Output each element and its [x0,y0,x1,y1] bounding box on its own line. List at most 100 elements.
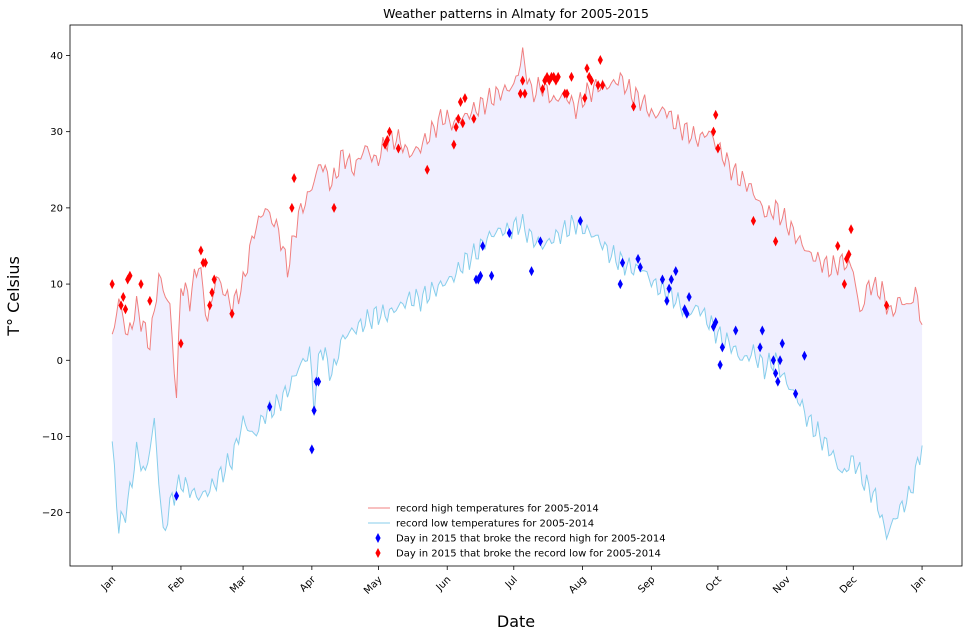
point-broke-record-low [147,295,153,306]
point-broke-record-low [211,274,217,285]
point-broke-record-low [715,143,721,154]
legend-label-low-break: Day in 2015 that broke the record low fo… [396,549,661,560]
point-broke-record-low [198,245,204,256]
point-broke-record-high [686,292,692,303]
point-broke-record-low [542,75,548,86]
point-broke-record-high [777,355,783,366]
legend-label-low-line: record low temperatures for 2005-2014 [396,519,594,530]
series-line-record-high [111,47,923,399]
point-broke-record-low [750,215,757,226]
legend-label-high-line: record high temperatures for 2005-2014 [396,504,599,515]
x-axis-title: Date [497,612,535,631]
point-broke-record-high [666,283,672,294]
point-broke-record-high [537,236,544,247]
plot-frame [69,24,963,567]
point-broke-record-low [471,113,477,124]
point-broke-record-low [289,202,295,213]
point-broke-record-low [453,122,459,133]
point-broke-record-low [710,126,717,137]
point-broke-record-low [120,292,126,303]
point-broke-record-low [835,240,841,251]
point-broke-record-low [127,270,133,281]
point-broke-record-high [673,266,679,277]
series-line-record-low [111,214,923,541]
point-broke-record-low [582,93,588,104]
point-broke-record-low [841,279,847,290]
legend-label-high-break: Day in 2015 that broke the record high f… [396,534,666,545]
point-broke-record-low [331,202,337,213]
point-broke-record-low [846,249,852,260]
point-broke-record-low [631,101,637,112]
point-broke-record-low [109,279,115,290]
point-broke-record-low [460,118,466,129]
plot-area [109,47,923,541]
point-broke-record-high [477,270,484,281]
point-broke-record-high [488,270,495,281]
point-broke-record-high [528,266,535,277]
point-broke-record-high [480,240,486,251]
point-broke-record-high [267,401,273,412]
point-broke-record-low [395,143,401,154]
point-broke-record-low [451,139,457,150]
point-broke-record-high [659,274,666,285]
point-broke-record-low [178,338,184,349]
point-broke-record-high [173,490,180,501]
point-broke-record-high [619,257,626,268]
point-broke-record-low [457,96,464,107]
point-broke-record-high [635,253,641,264]
point-broke-record-low [229,308,235,319]
point-broke-record-low [551,71,557,82]
point-broke-record-high [713,317,719,328]
point-broke-record-low [588,75,595,86]
point-broke-record-low [522,88,528,99]
point-broke-record-high [664,295,670,306]
point-broke-record-low [202,257,208,268]
point-broke-record-high [668,274,674,285]
point-broke-record-low [384,135,390,146]
band-fill [112,47,923,539]
point-broke-record-low [713,109,719,120]
point-broke-record-low [424,164,430,175]
point-broke-record-low [773,236,779,247]
point-broke-record-low [138,279,144,290]
point-broke-record-high [757,342,763,353]
point-broke-record-high [617,279,623,290]
point-broke-record-low [291,173,297,184]
point-broke-record-high [801,350,808,361]
point-broke-record-high [315,376,322,387]
point-broke-record-low [382,139,388,150]
point-broke-record-high [637,262,643,273]
point-broke-record-high [309,444,315,455]
point-broke-record-low [597,55,603,66]
y-tick-label: 0 [57,356,63,367]
point-broke-record-high [506,228,512,239]
y-axis-title: T° Celsius [4,256,23,337]
y-tick-label: −10 [42,432,63,443]
point-broke-record-low [462,93,468,104]
point-broke-record-low [564,88,570,99]
point-broke-record-low [883,300,890,311]
point-broke-record-low [517,88,524,99]
point-broke-record-high [773,368,779,379]
point-broke-record-low [848,224,854,235]
y-tick-label: 40 [50,51,63,62]
point-broke-record-low [209,287,215,298]
point-broke-record-high [770,355,776,366]
point-broke-record-high [759,325,765,336]
point-broke-record-high [792,388,799,399]
point-broke-record-high [719,342,725,353]
point-broke-record-low [595,80,601,91]
point-broke-record-low [455,113,461,124]
point-broke-record-low [118,300,124,311]
y-tick-label: 10 [50,280,63,291]
legend-swatch-low-break [375,548,381,558]
point-broke-record-low [555,71,561,82]
point-broke-record-high [717,359,723,370]
chart-title: Weather patterns in Almaty for 2005-2015 [383,6,649,21]
point-broke-record-low [584,63,590,74]
point-broke-record-high [475,274,481,285]
point-broke-record-low [386,126,393,137]
point-broke-record-low [540,84,546,95]
legend-swatch-high-break [375,533,381,543]
point-broke-record-low [568,71,575,82]
